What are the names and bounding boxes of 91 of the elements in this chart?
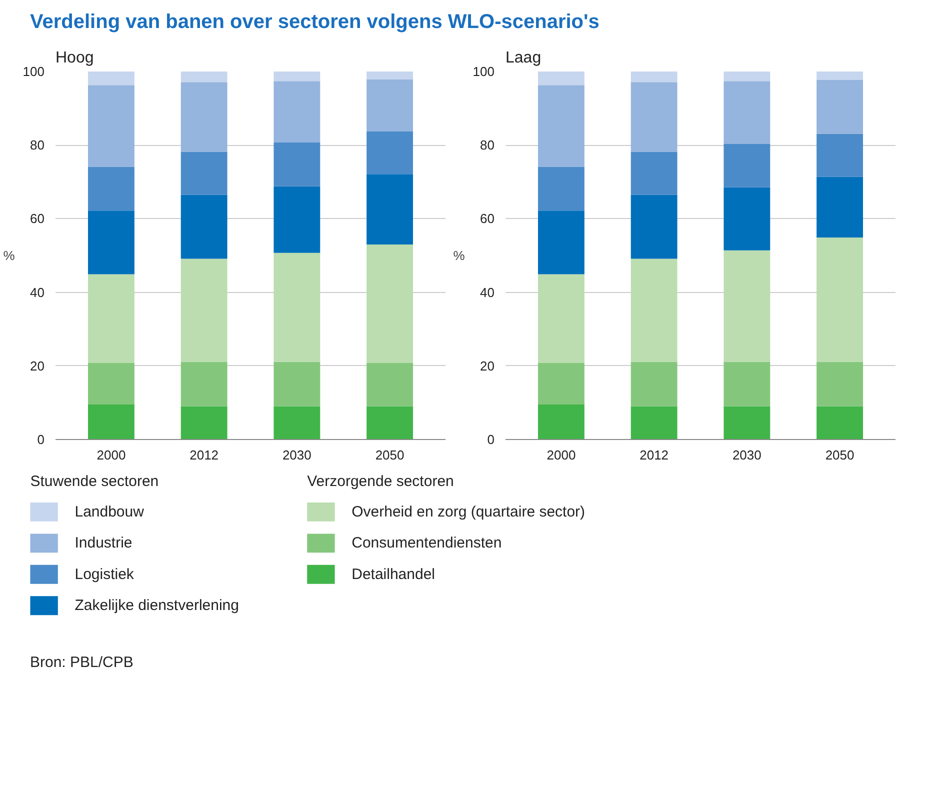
y-tick-label: 100: [22, 64, 45, 79]
bar: [366, 174, 413, 244]
x-tick-label: 2012: [640, 447, 669, 462]
legend-label: Logistiek: [74, 565, 134, 582]
y-tick-label: 40: [480, 284, 495, 300]
y-tick-label: 60: [480, 210, 495, 226]
y-tick-label: 40: [30, 284, 45, 300]
y-tick-label: 0: [37, 432, 45, 447]
bar: [538, 404, 584, 440]
bar: [538, 274, 584, 363]
y-tick-label: 60: [30, 210, 45, 226]
bar: [538, 362, 584, 404]
x-tick-label: 2030: [282, 447, 312, 462]
bar: [630, 82, 678, 152]
legend-label: Consumentendiensten: [352, 534, 502, 552]
y-tick-label: 20: [480, 358, 495, 373]
bar: [274, 71, 320, 81]
bar: [538, 166, 584, 210]
text: Bron: PBL/CPB: [30, 652, 134, 673]
bar: [630, 151, 678, 194]
bar: [180, 151, 228, 194]
bar: [88, 166, 134, 210]
bar: [366, 71, 413, 79]
bar: [538, 84, 584, 166]
y-tick-label: 80: [480, 137, 495, 152]
legend-label: Industrie: [74, 534, 132, 552]
x-tick-label: 2050: [825, 447, 854, 462]
text: Verzorgende sectoren: [307, 472, 454, 490]
bar: [180, 71, 228, 82]
bar: [88, 71, 134, 85]
bar: [816, 71, 863, 80]
x-tick-label: 2000: [96, 447, 126, 462]
bar: [274, 142, 320, 186]
bar: [180, 194, 228, 258]
bar: [538, 71, 584, 85]
y-tick-label: 80: [30, 137, 45, 152]
bar: [88, 84, 134, 166]
bar: [724, 186, 770, 250]
x-tick-label: 2000: [546, 447, 576, 462]
text: Stuwende sectoren: [30, 472, 159, 490]
bar: [724, 144, 770, 187]
bar: [274, 80, 320, 142]
bar: [630, 406, 678, 440]
y-tick-label: 100: [472, 64, 495, 79]
bar: [630, 361, 678, 406]
y-tick-label: 20: [30, 358, 45, 373]
bar: [816, 237, 863, 362]
legend-label: Overheid en zorg (quartaire sector): [352, 503, 586, 520]
bar: [724, 250, 770, 362]
bar: [724, 80, 770, 144]
bar: [88, 362, 134, 404]
y-tick-label: 0: [487, 432, 495, 447]
bar: [538, 210, 584, 274]
bar: [88, 404, 134, 440]
chart-title: Verdeling van banen over sectoren volgens WLO-scenario's: [30, 10, 600, 35]
bar: [630, 258, 678, 362]
legend-label: Zakelijke dienstverlening: [74, 596, 239, 614]
x-tick-label: 2050: [375, 447, 404, 462]
bar: [274, 406, 320, 440]
bar: [274, 361, 320, 406]
bar: [816, 361, 863, 406]
bar: [816, 406, 863, 440]
legend-label: Detailhandel: [352, 565, 436, 582]
y-axis-title: %: [3, 248, 16, 263]
bar: [88, 274, 134, 363]
bar: [724, 406, 770, 440]
bar: [180, 361, 228, 406]
bar: [366, 406, 413, 440]
x-tick-label: 2012: [190, 447, 219, 462]
bar: [630, 194, 678, 258]
bar: [88, 210, 134, 274]
legend-label: Landbouw: [74, 503, 144, 520]
bar: [180, 258, 228, 362]
bar: [724, 361, 770, 406]
chart-subtitle: Hoog: [56, 49, 94, 66]
bar: [274, 186, 320, 252]
bar: [180, 406, 228, 440]
chart-title: Laag: [506, 49, 542, 66]
bar: [366, 244, 413, 363]
bar: [366, 362, 413, 406]
bar: [366, 131, 413, 174]
y-axis-title: %: [453, 248, 466, 263]
bar: [630, 71, 678, 82]
bar: [724, 71, 770, 81]
bar: [816, 133, 863, 176]
bar: [816, 176, 863, 238]
bar: [366, 78, 413, 132]
x-tick-label: 2030: [732, 447, 762, 462]
bar: [180, 82, 228, 152]
bar: [816, 80, 863, 134]
bar: [274, 252, 320, 362]
